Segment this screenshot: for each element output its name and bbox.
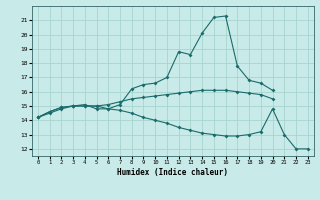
X-axis label: Humidex (Indice chaleur): Humidex (Indice chaleur) xyxy=(117,168,228,177)
